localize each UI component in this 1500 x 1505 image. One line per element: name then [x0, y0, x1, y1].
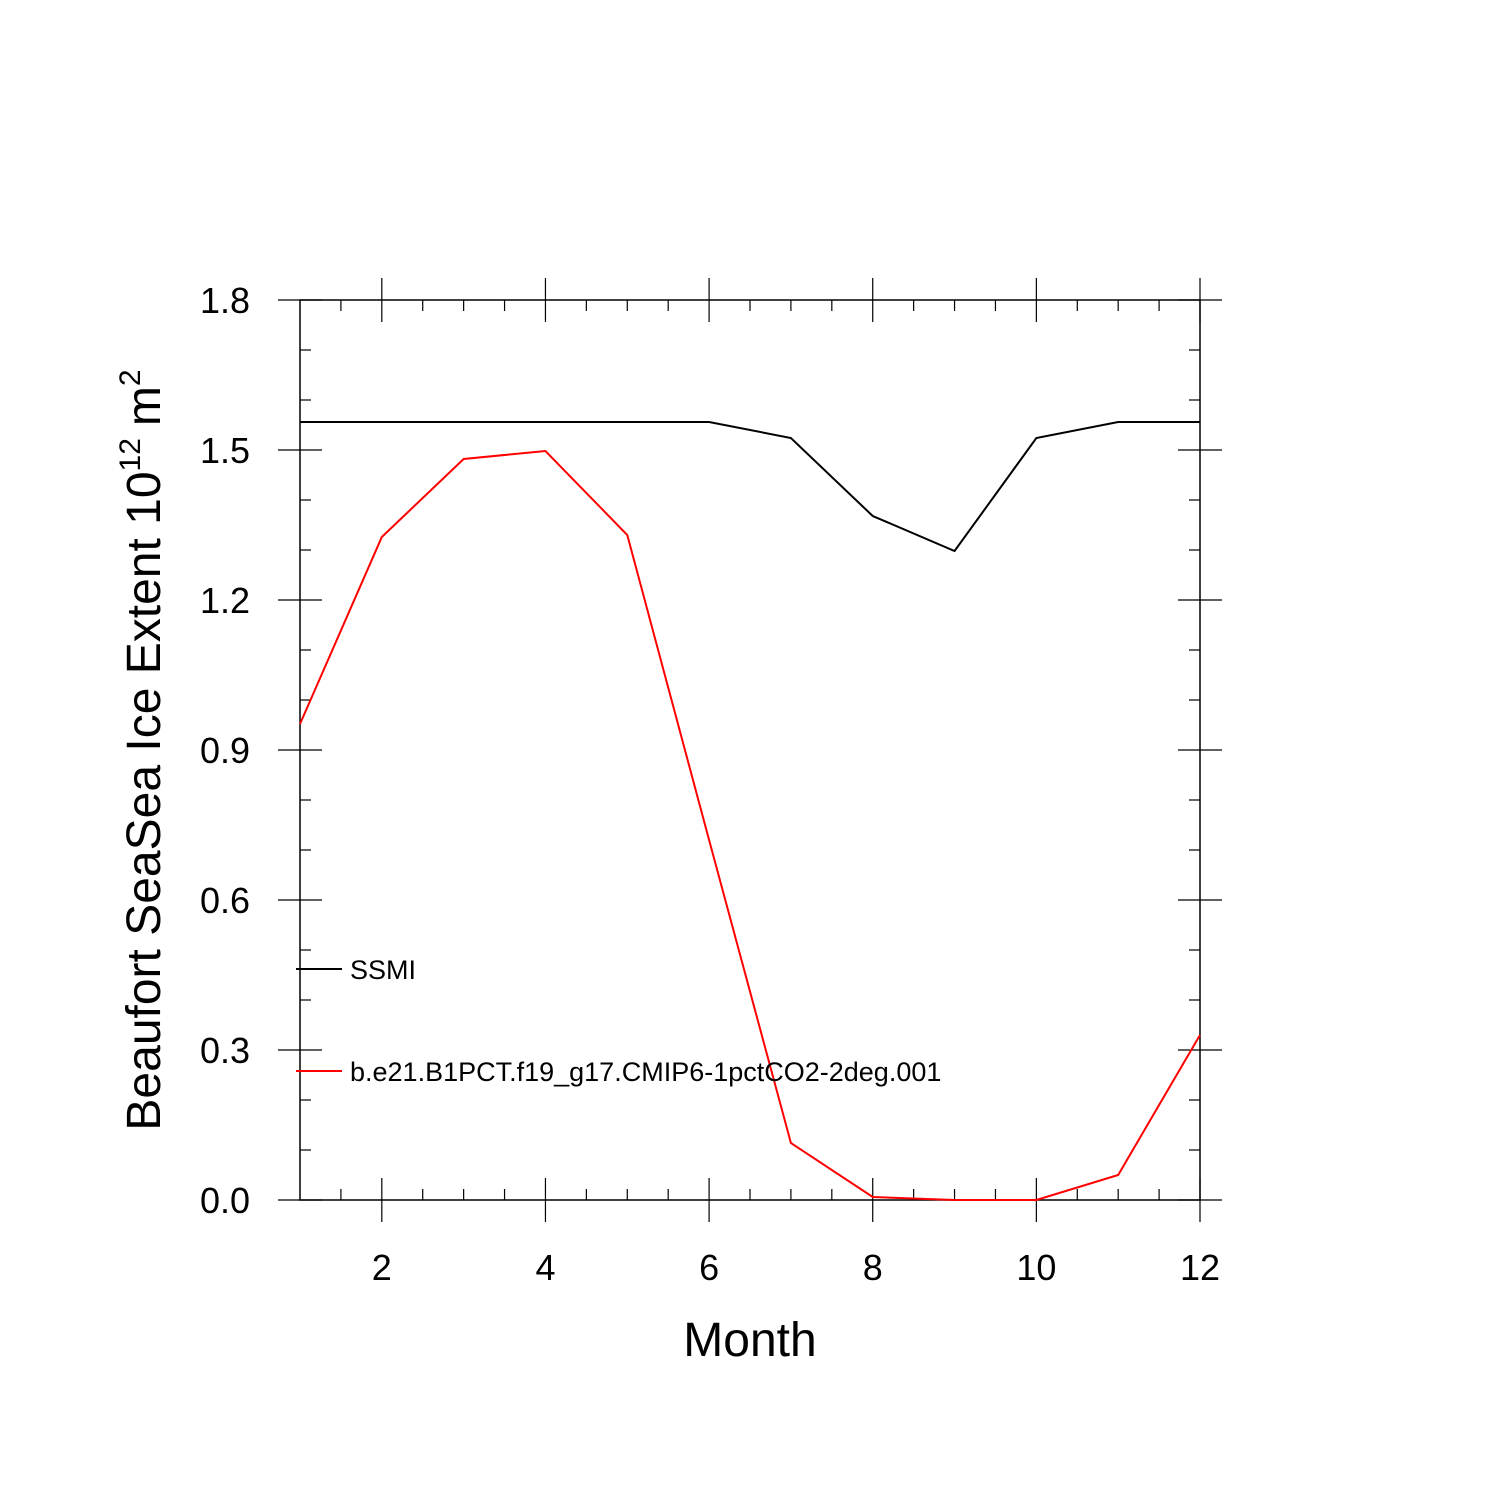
y-tick-label: 1.5	[200, 430, 250, 471]
x-axis-label: Month	[683, 1314, 816, 1367]
x-tick-label: 12	[1180, 1247, 1220, 1288]
y-tick-label: 0.6	[200, 880, 250, 921]
x-tick-label: 2	[372, 1247, 392, 1288]
y-tick-label: 1.2	[200, 580, 250, 621]
y-label-unit: m	[118, 386, 171, 426]
x-tick-label: 4	[535, 1247, 555, 1288]
legend-label: b.e21.B1PCT.f19_g17.CMIP6-1pctCO2-2deg.0…	[350, 1057, 941, 1087]
x-tick-label: 10	[1016, 1247, 1056, 1288]
y-label-unit-exponent: 2	[114, 369, 147, 386]
y-label-text: Beaufort SeaSea Ice Extent 10	[118, 471, 171, 1130]
y-tick-label: 0.3	[200, 1030, 250, 1071]
y-tick-label: 0.9	[200, 730, 250, 771]
y-label-exponent: 12	[114, 438, 147, 471]
data-line	[300, 421, 1200, 553]
legend-label: SSMI	[350, 955, 416, 985]
x-tick-label: 8	[863, 1247, 883, 1288]
x-tick-label: 6	[699, 1247, 719, 1288]
y-tick-label: 0.0	[200, 1180, 250, 1221]
y-axis-label: Beaufort SeaSea Ice Extent 1012 m2	[114, 369, 171, 1130]
y-tick-label: 1.8	[200, 280, 250, 321]
data-line	[299, 449, 1201, 1201]
